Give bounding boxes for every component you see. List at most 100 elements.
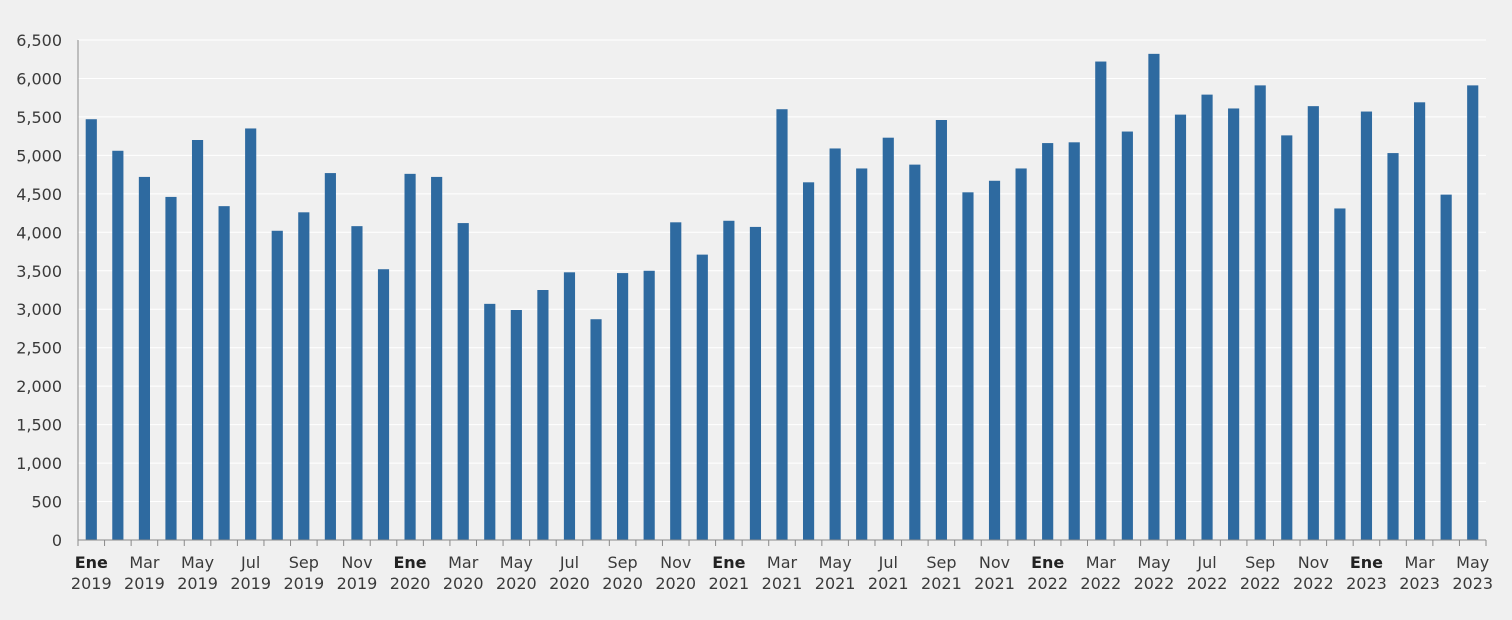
x-tick-label-month: Jul	[878, 553, 898, 572]
x-tick-label-year: 2019	[337, 574, 378, 593]
y-tick-label: 4,500	[16, 185, 62, 204]
bar	[1414, 102, 1426, 540]
y-tick-label: 2,000	[16, 377, 62, 396]
x-tick-label-month: Sep	[1245, 553, 1275, 572]
x-tick-label-year: 2020	[549, 574, 590, 593]
x-tick-label-month: Mar	[1404, 553, 1435, 572]
bar	[457, 223, 469, 540]
bar	[1068, 142, 1080, 540]
bar	[1307, 106, 1319, 541]
bars	[85, 53, 1479, 541]
bar	[1440, 194, 1452, 540]
y-tick-label: 5,000	[16, 146, 62, 165]
y-tick-label: 3,500	[16, 262, 62, 281]
bar	[1148, 53, 1160, 540]
axes	[77, 40, 1487, 546]
bar	[138, 176, 150, 541]
y-tick-label: 6,000	[16, 69, 62, 88]
x-tick-label-year: 2020	[602, 574, 643, 593]
bar	[1095, 61, 1107, 540]
x-tick-label-month: Jul	[240, 553, 260, 572]
x-tick-label-year: 2023	[1452, 574, 1493, 593]
bar	[298, 212, 310, 540]
bar	[590, 319, 602, 540]
x-tick-label-month: Ene	[75, 553, 108, 572]
x-tick-label-month: Ene	[393, 553, 426, 572]
bar	[245, 128, 257, 540]
x-tick-label-month: Nov	[341, 553, 372, 572]
bar	[191, 140, 204, 540]
x-tick-label-month: Nov	[660, 553, 691, 572]
x-tick-label-month: May	[181, 553, 214, 572]
bar	[1228, 108, 1240, 541]
bar	[1015, 168, 1027, 540]
bar	[988, 180, 1001, 540]
bar	[829, 148, 841, 540]
y-tick-label: 3,000	[16, 300, 62, 319]
bar	[1467, 85, 1479, 540]
x-tick-label-year: 2019	[230, 574, 271, 593]
y-tick-label: 500	[31, 493, 62, 512]
x-tick-label-month: May	[1456, 553, 1489, 572]
x-tick-label-year: 2021	[709, 574, 750, 593]
x-tick-label-year: 2022	[1134, 574, 1175, 593]
bar	[856, 168, 868, 540]
bar	[537, 290, 549, 540]
bar	[723, 220, 735, 540]
bar	[617, 273, 629, 540]
x-tick-label-year: 2023	[1346, 574, 1387, 593]
bar	[1387, 153, 1399, 540]
x-tick-label-month: Sep	[289, 553, 319, 572]
x-tick-label-year: 2021	[815, 574, 856, 593]
x-tick-label-year: 2022	[1187, 574, 1228, 593]
y-tick-label: 5,500	[16, 108, 62, 127]
bar	[696, 254, 708, 540]
bar	[962, 192, 974, 540]
y-tick-label: 4,000	[16, 223, 62, 242]
y-tick-label: 0	[52, 531, 62, 550]
x-tick-label-year: 2021	[974, 574, 1015, 593]
bar	[218, 206, 230, 540]
bar	[1360, 111, 1373, 540]
x-tick-label-month: May	[500, 553, 533, 572]
bar	[776, 109, 788, 540]
x-tick-label-year: 2020	[443, 574, 484, 593]
x-tick-label-year: 2022	[1293, 574, 1334, 593]
bar	[563, 272, 576, 540]
bar	[909, 164, 921, 540]
x-tick-label-year: 2019	[177, 574, 218, 593]
x-tick-label-month: Mar	[448, 553, 479, 572]
y-tick-label: 1,500	[16, 416, 62, 435]
bar	[165, 196, 177, 541]
x-tick-label-year: 2020	[496, 574, 537, 593]
bar	[1254, 85, 1266, 540]
bar	[85, 119, 97, 540]
x-tick-label-year: 2020	[390, 574, 431, 593]
bar	[1201, 94, 1213, 541]
x-tick-label-year: 2022	[1240, 574, 1281, 593]
bar	[1334, 208, 1346, 540]
bar	[484, 303, 496, 540]
y-tick-label: 1,000	[16, 454, 62, 473]
bar	[324, 173, 336, 540]
x-tick-label-month: Sep	[926, 553, 956, 572]
x-tick-label-year: 2019	[71, 574, 112, 593]
bar	[431, 176, 443, 541]
bar	[670, 222, 682, 540]
bar	[643, 270, 655, 540]
x-tick-label-month: Jul	[559, 553, 579, 572]
bar	[935, 120, 947, 540]
bar	[1281, 135, 1293, 540]
x-tick-label-year: 2019	[283, 574, 324, 593]
x-tick-label-month: Mar	[1086, 553, 1117, 572]
x-tick-label-month: Nov	[979, 553, 1010, 572]
bar	[882, 137, 894, 540]
bar	[510, 310, 522, 540]
x-tick-labels: Ene 2019 Mar 2019 May 2019 Jul 2019 Sep 2019 Nov 20…	[71, 553, 1493, 593]
bar	[802, 182, 815, 540]
bar	[404, 173, 416, 540]
x-tick-label-year: 2022	[1027, 574, 1068, 593]
x-tick-label-year: 2023	[1399, 574, 1440, 593]
